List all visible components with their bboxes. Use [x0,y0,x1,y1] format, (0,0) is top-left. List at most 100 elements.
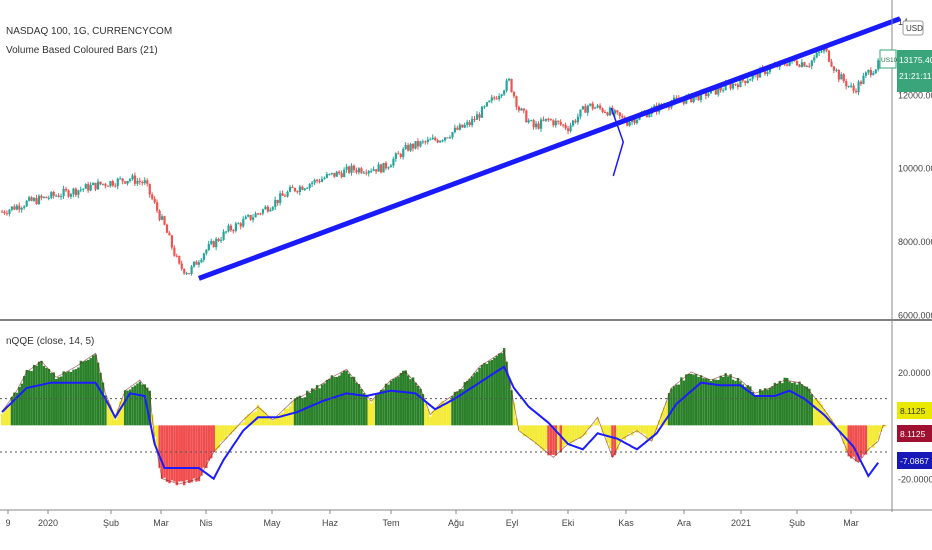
candle [178,256,181,264]
osc-badge-red [897,425,932,442]
candle [603,111,607,113]
candle [293,187,297,192]
candle [328,173,331,175]
candle [768,67,772,72]
qqe-histogram-bar [178,425,181,482]
qqe-histogram-bar [564,425,567,445]
candle [635,119,639,124]
candle [852,85,855,91]
candle [485,102,489,107]
qqe-histogram-bar [552,425,555,455]
qqe-histogram-bar [648,425,651,439]
candle [148,183,151,195]
candle [808,65,811,67]
qqe-histogram-bar [227,425,230,435]
qqe-histogram-bar [217,425,220,449]
candle [557,120,560,122]
candle [872,73,875,76]
countdown-label: 21:21:11 [899,71,932,81]
qqe-histogram-bar [813,398,816,426]
qqe-histogram-bar [448,399,452,426]
candle [478,114,481,118]
qqe-histogram-bar [55,378,58,426]
qqe-histogram-bar [335,376,339,426]
qqe-histogram-bar [677,384,681,426]
trendline [198,16,901,281]
oscillator-pane[interactable] [0,348,890,486]
candle [119,178,122,180]
candle [266,206,269,212]
qqe-histogram-bar [411,377,415,426]
symbol-badge-label: US100 [881,57,901,64]
last-price-badge [897,50,932,92]
candle [296,191,299,193]
qqe-histogram-bar [626,425,629,436]
qqe-histogram-bar [131,386,134,426]
qqe-histogram-bar [232,425,235,432]
candle [407,145,410,151]
candle [180,263,183,269]
qqe-histogram-bar [271,420,275,426]
price-pane[interactable] [1,16,901,281]
candle [788,61,791,66]
qqe-histogram-bar [502,348,506,426]
qqe-histogram-bar [714,379,718,426]
qqe-histogram-bar [805,386,809,426]
qqe-histogram-bar [537,425,540,446]
qqe-histogram-bar [451,396,454,426]
qqe-histogram-bar [244,416,247,426]
candle [394,153,397,159]
qqe-histogram-bar [820,404,823,426]
currency-badge [902,20,924,36]
qqe-histogram-bar [47,368,51,426]
candle [544,118,548,121]
qqe-histogram-bar [101,382,105,426]
qqe-histogram-bar [197,425,201,482]
candle [197,262,201,265]
candle [298,186,301,193]
qqe-histogram-bar [205,425,208,468]
qqe-histogram-bar [426,408,430,426]
qqe-histogram-bar [778,380,782,426]
candle [384,162,388,169]
qqe-histogram-bar [571,425,575,442]
candle [515,96,518,107]
candle [751,74,754,80]
candle [724,82,727,91]
candle [431,137,434,140]
time-tick-label: Tem [382,518,399,528]
candle [453,127,457,133]
qqe-histogram-bar [579,425,582,439]
currency-badge-label: USD [906,24,923,33]
qqe-histogram-bar [739,381,742,426]
qqe-histogram-bar [443,402,447,426]
qqe-histogram-bar [857,425,860,462]
qqe-histogram-bar [406,375,410,426]
candle [269,209,272,212]
candle [601,108,604,112]
candle [271,207,274,210]
candle [803,62,806,67]
qqe-histogram-bar [313,389,316,426]
candle [291,187,294,189]
candle [847,85,850,87]
candle [505,80,508,91]
qqe-histogram-bar [682,380,686,426]
candle [766,71,769,74]
candle [461,124,464,128]
candle [153,198,156,203]
candle [45,196,48,199]
qqe-histogram-bar [389,380,393,426]
qqe-histogram-bar [667,393,671,426]
qqe-histogram-bar [768,388,772,426]
candle [323,177,326,180]
qqe-histogram-bar [741,384,745,426]
qqe-histogram-bar [30,370,33,426]
candle [495,98,498,100]
qqe-histogram-bar [190,425,193,483]
candle [360,168,363,173]
qqe-histogram-bar [352,376,356,426]
candle [471,118,474,126]
qqe-histogram-bar [817,400,821,426]
